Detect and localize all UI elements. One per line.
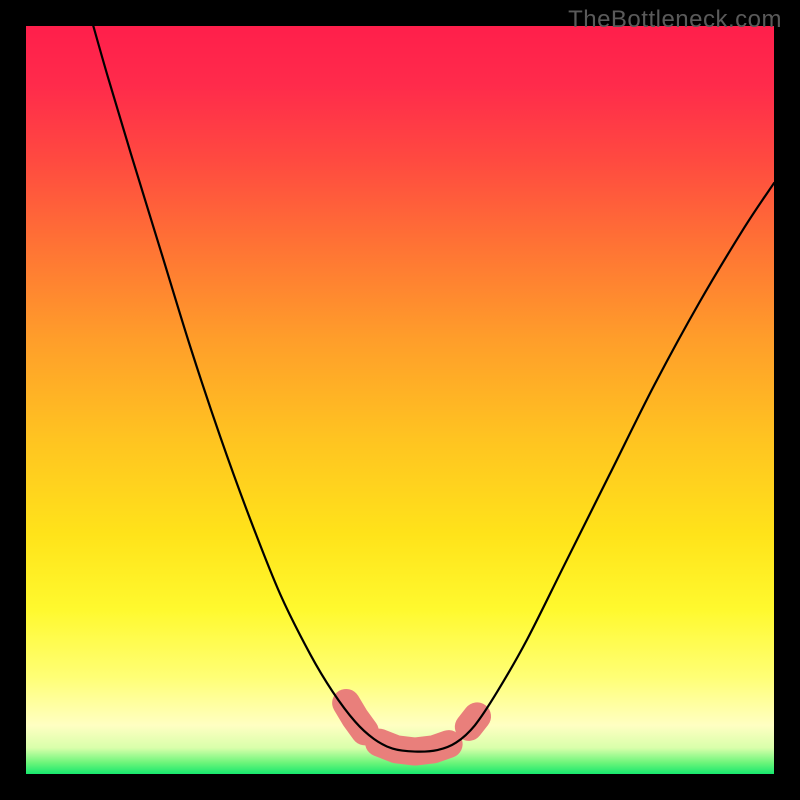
highlight-segment-0 xyxy=(346,703,365,731)
watermark-text: TheBottleneck.com xyxy=(568,6,782,34)
bottleneck-chart xyxy=(0,0,800,800)
chart-frame: TheBottleneck.com xyxy=(0,0,800,800)
